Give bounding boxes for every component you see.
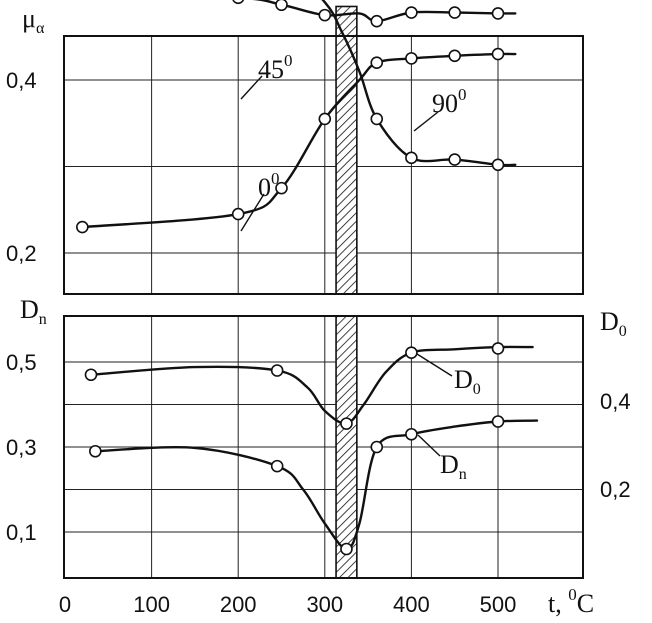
- x-tick-label: 200: [220, 592, 257, 617]
- top-data-point: [275, 0, 288, 12]
- top-series-line-0: [321, 0, 517, 167]
- bottom-data-point: [84, 368, 98, 382]
- top-y-tick-label: 0,2: [6, 241, 37, 266]
- bottom-plot-frame: [63, 315, 584, 579]
- bottom-data-point: [340, 542, 353, 556]
- top-gridlines: [64, 36, 583, 294]
- top-data-point: [405, 151, 418, 165]
- top-data-point: [448, 153, 462, 166]
- x-tick-label: 400: [393, 592, 430, 617]
- bottom-data-point: [89, 444, 102, 458]
- bottom-data-point: [491, 342, 505, 355]
- bottom-gridlines: [64, 316, 583, 578]
- bottom-right-y-tick-label: 0,2: [600, 477, 631, 502]
- x-tick-labels: 0 100 200 300 400 500: [59, 592, 516, 617]
- series-leader-0deg: [240, 193, 265, 232]
- series-label-0deg: 00: [258, 169, 280, 202]
- bottom-data-point: [270, 459, 284, 473]
- x-tick-label: 0: [59, 592, 71, 617]
- top-data-point: [370, 14, 384, 28]
- top-y-tick-label: 0,4: [6, 68, 37, 93]
- bottom-series-line-1: [94, 419, 539, 551]
- top-data-point: [318, 8, 332, 22]
- bottom-data-point: [491, 415, 505, 428]
- bottom-right-y-tick-labels: 0,4 0,2: [600, 389, 631, 502]
- bottom-left-y-axis-label: Dn: [20, 295, 47, 328]
- top-y-tick-labels: 0,60,40,2: [6, 68, 37, 266]
- bottom-data-point: [370, 440, 384, 454]
- bottom-left-y-tick-label: 0,1: [6, 520, 37, 545]
- bottom-data-point: [340, 417, 353, 430]
- x-tick-label: 500: [480, 592, 517, 617]
- series-label-45deg: 450: [258, 51, 293, 84]
- series-leader-d0: [416, 353, 453, 377]
- top-data-point: [448, 49, 462, 63]
- bottom-data-point: [405, 346, 418, 359]
- top-hatched-band: [335, 5, 358, 295]
- top-data-point: [231, 207, 245, 221]
- top-data-point: [232, 0, 245, 5]
- series-label-dn: Dn: [440, 450, 467, 483]
- bottom-series-markers: [84, 342, 505, 556]
- top-data-point: [370, 56, 384, 70]
- top-data-point: [491, 7, 505, 20]
- bottom-left-y-tick-label: 0,3: [6, 435, 37, 460]
- series-leader-90deg: [413, 111, 439, 132]
- top-data-point: [405, 6, 418, 19]
- top-chart-panel: 0,60,40,2 μα 450 900 00: [6, 0, 584, 295]
- top-y-axis-label: μα: [22, 4, 45, 37]
- bottom-left-y-tick-label: 0,5: [6, 350, 37, 375]
- series-leader-dn: [417, 434, 441, 457]
- series-leader-45deg: [240, 75, 263, 100]
- bottom-data-point: [270, 364, 284, 377]
- top-data-point: [491, 158, 505, 172]
- top-data-point: [405, 52, 418, 65]
- x-axis-label: t, 0C: [548, 585, 594, 618]
- x-tick-label: 100: [133, 592, 170, 617]
- top-data-point: [370, 112, 384, 126]
- top-data-point: [448, 6, 462, 19]
- bottom-data-point: [405, 427, 418, 441]
- top-data-point: [275, 181, 288, 195]
- bottom-chart-panel: 0,5 0,3 0,1 0,4 0,2 Dn D0 D0 Dn: [6, 295, 631, 579]
- x-tick-label: 300: [306, 592, 343, 617]
- top-data-point: [318, 112, 332, 126]
- bottom-right-y-tick-label: 0,4: [600, 389, 631, 414]
- bottom-left-y-tick-labels: 0,5 0,3 0,1: [6, 350, 37, 545]
- top-series-line-1: [251, 0, 517, 23]
- bottom-right-y-axis-label: D0: [600, 307, 627, 340]
- top-series-markers: [76, 0, 505, 234]
- top-data-point: [76, 220, 89, 234]
- top-data-point: [491, 47, 505, 61]
- top-plot-frame: [63, 35, 584, 295]
- series-label-d0: D0: [454, 365, 481, 398]
